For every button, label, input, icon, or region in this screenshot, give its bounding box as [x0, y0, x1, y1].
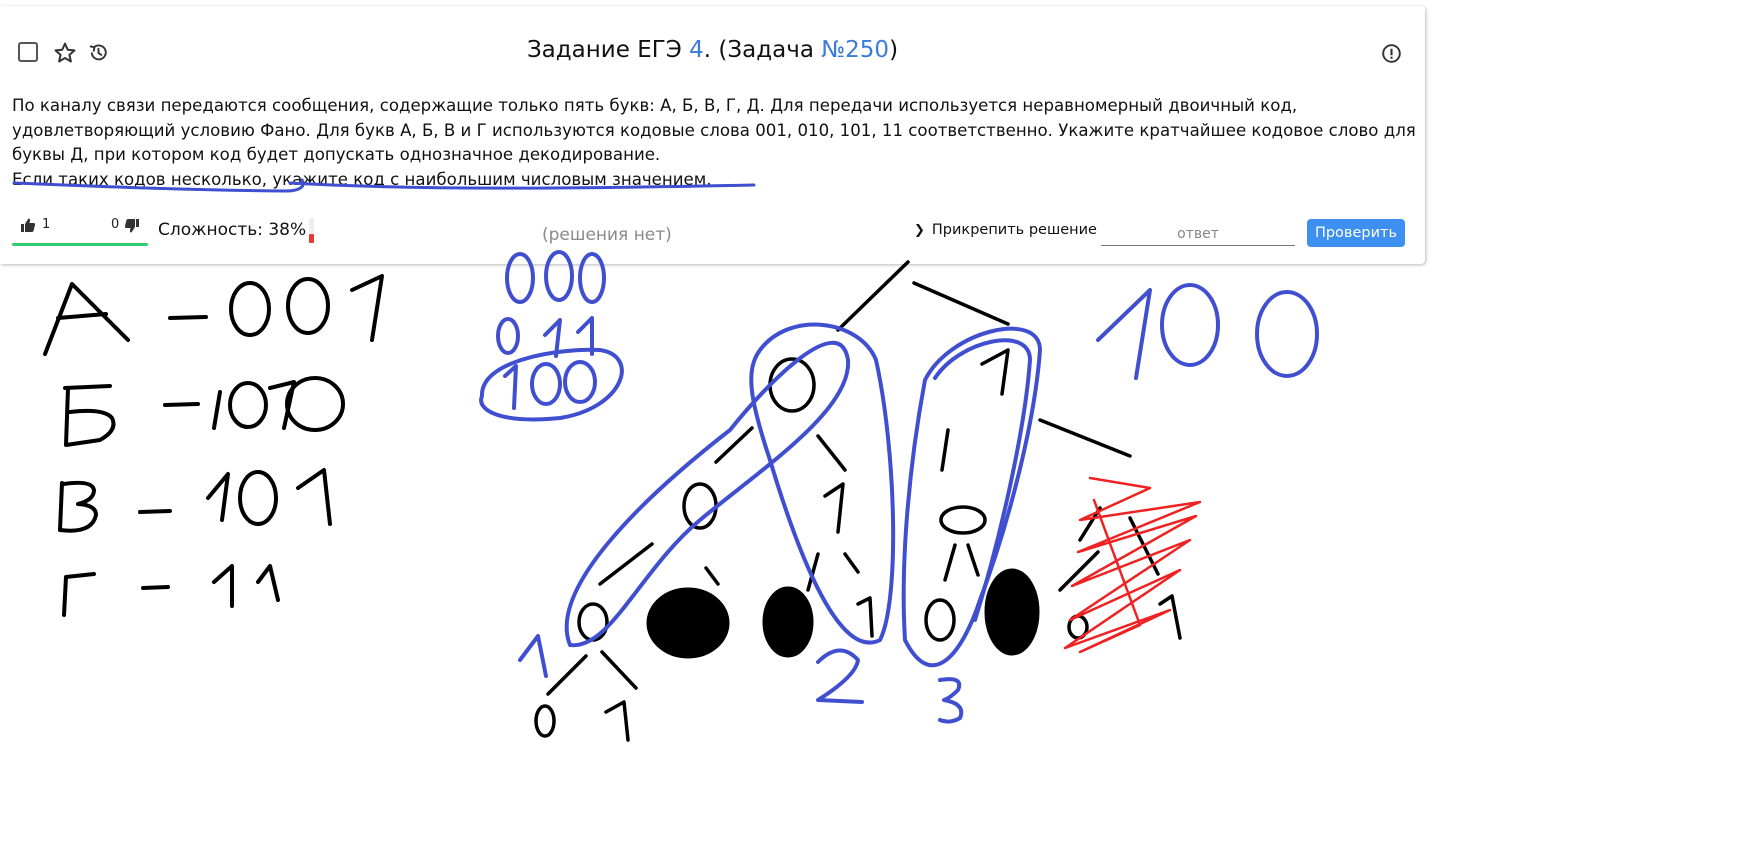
rating-widget: 1 0: [12, 211, 148, 246]
likes-ratio-bar: [12, 243, 148, 246]
problem-number-link[interactable]: №250: [821, 37, 890, 63]
select-checkbox[interactable]: [18, 42, 38, 62]
solution-status: (решения нет): [542, 225, 672, 245]
blue-annotations: [479, 250, 1319, 724]
thumbs-down-icon[interactable]: [124, 218, 140, 234]
attach-solution-label: Прикрепить решение: [931, 222, 1097, 238]
alert-circle-icon[interactable]: [1381, 43, 1402, 64]
problem-statement: По каналу связи передаются сообщения, со…: [12, 96, 1416, 164]
answer-input[interactable]: [1101, 223, 1295, 246]
difficulty-gauge: [309, 218, 314, 243]
history-icon[interactable]: [87, 41, 110, 64]
page-title: Задание ЕГЭ 4. (Задача №250): [526, 37, 899, 63]
binary-tree-drawing: [534, 260, 1182, 742]
filled-leaf-marks: [646, 568, 1040, 659]
difficulty-label: Сложность: 38%: [158, 220, 307, 240]
difficulty-gauge-fill: [309, 233, 314, 243]
problem-note: Если таких кодов несколько, укажите код …: [12, 169, 712, 189]
star-outline-icon[interactable]: [53, 41, 77, 65]
problem-text: По каналу связи передаются сообщения, со…: [12, 94, 1417, 192]
dislikes-count: 0: [111, 217, 120, 232]
red-crossout-scribble: [1063, 476, 1202, 654]
likes-count: 1: [42, 217, 51, 232]
thumbs-up-icon[interactable]: [20, 217, 36, 233]
chevron-right-icon: ❯: [914, 223, 925, 238]
handwritten-code-list: [43, 274, 384, 617]
task-card: Задание ЕГЭ 4. (Задача №250) По каналу с…: [0, 6, 1425, 264]
attach-solution-toggle[interactable]: ❯ Прикрепить решение: [914, 222, 1097, 238]
check-answer-button[interactable]: Проверить: [1307, 219, 1405, 247]
exam-task-link[interactable]: 4: [689, 37, 704, 63]
